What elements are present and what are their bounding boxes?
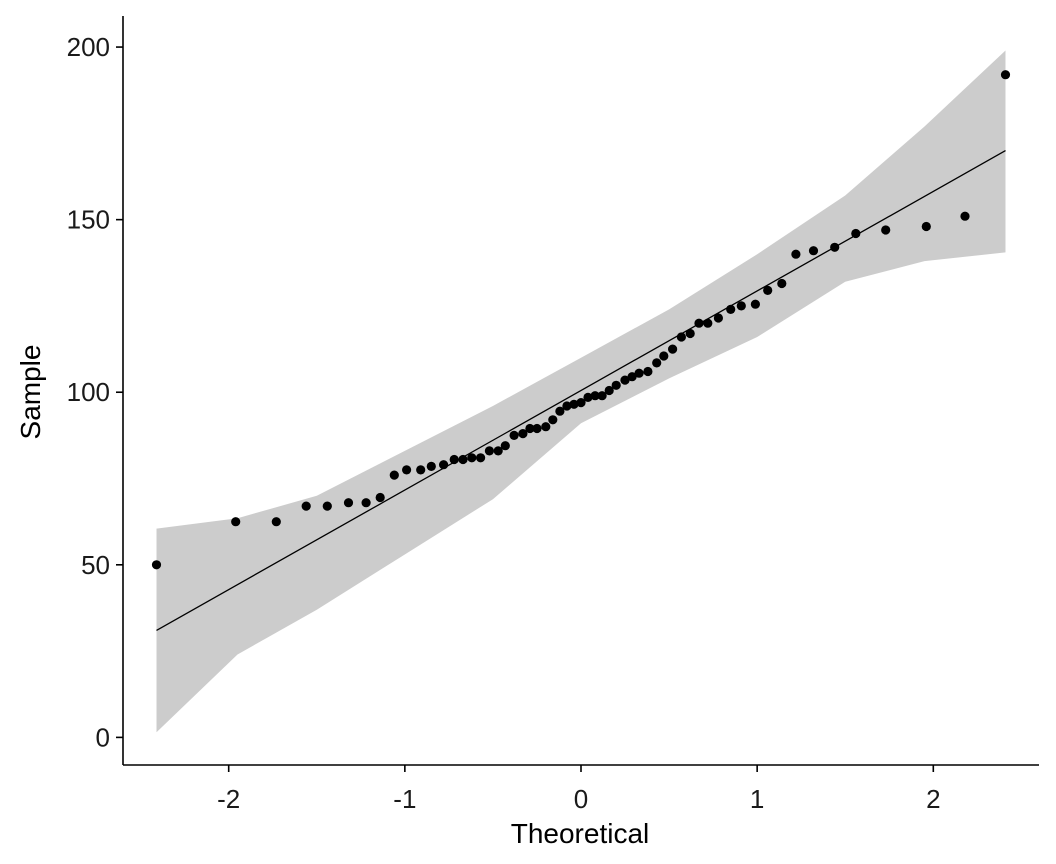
data-point-11	[416, 465, 426, 475]
data-point-36	[620, 375, 630, 385]
data-point-2	[231, 517, 241, 527]
data-point-38	[634, 368, 644, 378]
data-point-21	[509, 430, 519, 440]
data-point-30	[576, 398, 586, 408]
data-point-4	[301, 501, 311, 511]
data-point-33	[597, 391, 607, 401]
data-point-18	[484, 446, 494, 456]
data-point-43	[676, 332, 687, 342]
data-point-22	[518, 429, 528, 439]
y-axis-ticks: 0 50 100 150 200	[67, 32, 123, 752]
data-point-24	[532, 423, 542, 434]
data-point-60	[1000, 70, 1011, 80]
data-point-53	[791, 249, 801, 259]
x-tick-label: 2	[926, 784, 940, 814]
data-point-13	[439, 460, 449, 470]
data-point-35	[611, 380, 621, 390]
data-point-16	[467, 453, 477, 463]
data-point-9	[389, 470, 399, 480]
data-point-59	[960, 211, 970, 221]
y-axis-title: Sample	[15, 345, 46, 440]
data-point-23	[525, 423, 535, 434]
data-point-49	[736, 301, 746, 311]
data-point-20	[500, 441, 510, 451]
data-point-3	[271, 517, 281, 527]
y-tick-label: 200	[67, 32, 110, 62]
confidence-band	[156, 50, 1006, 733]
data-point-54	[808, 246, 819, 256]
data-point-7	[361, 498, 371, 508]
data-point-50	[750, 299, 761, 309]
data-point-25	[541, 422, 551, 432]
data-point-58	[921, 221, 931, 232]
data-point-52	[777, 278, 787, 289]
data-point-6	[343, 498, 354, 508]
data-point-10	[402, 465, 412, 475]
data-point-27	[555, 406, 565, 416]
y-tick-label: 0	[96, 722, 110, 752]
data-point-41	[659, 351, 669, 361]
y-tick-label: 50	[81, 550, 110, 580]
data-point-15	[458, 454, 468, 465]
reference-line	[156, 150, 1006, 631]
data-point-51	[763, 285, 773, 295]
data-point-47	[713, 313, 724, 323]
data-point-37	[627, 372, 637, 382]
y-tick-label: 100	[67, 377, 110, 407]
x-tick-label: 0	[574, 784, 588, 814]
data-point-8	[375, 492, 385, 503]
sample-points	[151, 70, 1011, 570]
data-point-44	[685, 328, 695, 339]
data-point-29	[569, 399, 579, 409]
data-point-46	[703, 318, 713, 328]
data-point-34	[604, 385, 614, 396]
data-point-31	[583, 392, 593, 402]
data-point-5	[322, 501, 332, 511]
x-tick-label: -2	[217, 784, 240, 814]
data-point-32	[590, 391, 600, 401]
y-tick-label: 150	[67, 205, 110, 235]
data-point-55	[830, 242, 840, 252]
data-point-12	[426, 461, 436, 471]
x-tick-label: -1	[393, 784, 416, 814]
x-axis-ticks: -2 -1 0 1 2	[217, 765, 941, 814]
data-point-17	[476, 453, 486, 463]
x-tick-label: 1	[750, 784, 764, 814]
data-point-56	[851, 228, 861, 239]
data-point-57	[881, 225, 891, 235]
data-point-26	[548, 415, 558, 425]
x-axis-title: Theoretical	[511, 818, 650, 849]
data-point-39	[643, 366, 653, 377]
data-point-1	[151, 560, 162, 570]
data-point-45	[694, 318, 704, 328]
data-point-42	[668, 344, 678, 354]
data-point-14	[449, 454, 459, 465]
data-point-48	[726, 304, 736, 314]
data-point-40	[652, 358, 662, 368]
data-point-28	[562, 401, 572, 411]
data-point-19	[493, 446, 503, 456]
